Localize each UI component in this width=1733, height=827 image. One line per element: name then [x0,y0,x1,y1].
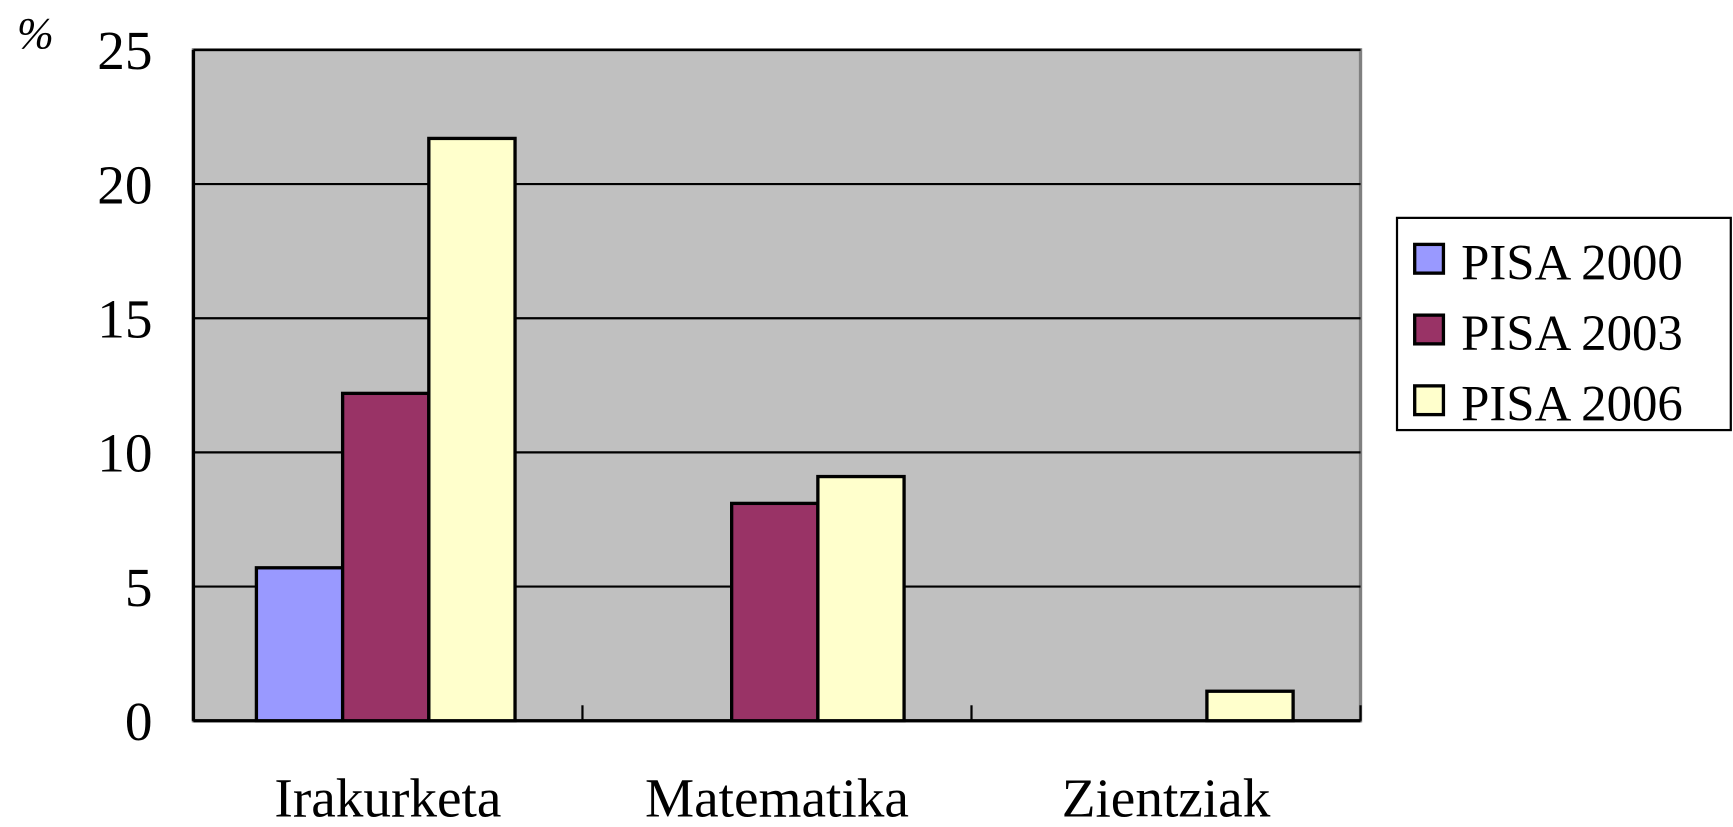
legend-swatch [1413,384,1446,417]
y-tick-label: 25 [97,20,152,81]
legend-swatch [1413,313,1446,346]
bar [730,501,820,723]
y-tick-label: 5 [125,557,153,618]
legend-label: PISA 2006 [1461,376,1683,432]
legend-box [1395,216,1732,432]
x-tick-label: Matematika [645,767,909,827]
y-axis-label: % [17,9,54,58]
y-tick-label: 10 [97,423,152,484]
y-tick-label: 20 [97,154,152,215]
bar [816,474,906,723]
x-tick-label: Irakurketa [274,767,501,827]
legend-label: PISA 2003 [1461,305,1683,361]
bar [340,391,431,723]
legend-swatch [1413,242,1446,275]
bar [1205,689,1295,723]
y-tick-label: 0 [125,691,153,752]
legend-label: PISA 2000 [1461,234,1683,290]
bar [427,136,517,723]
x-tick-label: Zientziak [1062,767,1271,827]
bar [254,566,345,723]
y-tick-label: 15 [97,289,152,350]
